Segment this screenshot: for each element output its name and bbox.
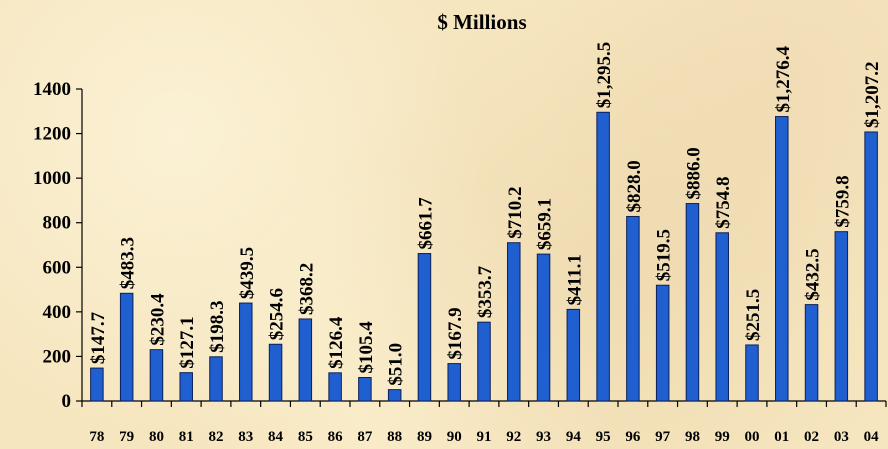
bar-89 xyxy=(417,253,432,402)
bar-79 xyxy=(119,292,134,402)
data-label-02: $432.5 xyxy=(803,248,824,300)
bar-90 xyxy=(447,363,461,402)
x-tick-label: 86 xyxy=(328,429,344,445)
data-label-91: $353.7 xyxy=(475,265,496,318)
x-tick-label: 81 xyxy=(179,429,194,445)
y-tick-label: 1000 xyxy=(33,168,71,189)
x-tick-label: 85 xyxy=(298,429,313,445)
bar-03 xyxy=(834,231,849,402)
bar-80 xyxy=(149,349,164,402)
y-tick-label: 1400 xyxy=(33,79,71,100)
x-tick-label: 87 xyxy=(357,429,373,445)
bar-00 xyxy=(745,344,759,402)
data-label-90: $167.9 xyxy=(445,307,466,359)
bar-86 xyxy=(328,372,342,402)
bar-85 xyxy=(298,318,313,402)
x-tick-label: 93 xyxy=(536,429,551,445)
data-label-94: $411.1 xyxy=(564,254,585,305)
data-label-87: $105.4 xyxy=(356,321,377,374)
chart-title: $ Millions xyxy=(437,10,526,34)
data-label-82: $198.3 xyxy=(207,301,228,353)
x-tick-label: 90 xyxy=(447,429,462,445)
x-tick-label: 83 xyxy=(238,429,253,445)
x-tick-label: 03 xyxy=(834,429,849,445)
data-label-97: $519.5 xyxy=(654,229,675,281)
bar-91 xyxy=(477,321,491,402)
bar-02 xyxy=(804,304,819,402)
x-tick-label: 00 xyxy=(745,429,760,445)
x-tick-label: 99 xyxy=(715,429,730,445)
bar-99 xyxy=(715,232,729,402)
data-label-03: $759.8 xyxy=(832,175,853,227)
x-tick-label: 04 xyxy=(864,429,880,445)
bar-94 xyxy=(566,308,581,402)
y-tick-label: 400 xyxy=(43,302,72,323)
x-tick-label: 96 xyxy=(625,429,641,445)
data-label-83: $439.5 xyxy=(237,247,258,299)
x-tick-label: 84 xyxy=(268,429,284,445)
x-tick-label: 78 xyxy=(89,429,104,445)
y-tick-label: 200 xyxy=(43,346,72,367)
x-tick-label: 02 xyxy=(804,429,819,445)
data-label-79: $483.3 xyxy=(118,237,139,289)
bar-83 xyxy=(239,302,253,402)
x-tick-label: 79 xyxy=(119,429,134,445)
x-tick-label: 98 xyxy=(685,429,700,445)
x-tick-label: 92 xyxy=(506,429,521,445)
y-tick-label: 600 xyxy=(43,257,72,278)
x-tick-label: 88 xyxy=(387,429,402,445)
bar-96 xyxy=(626,215,640,402)
x-tick-label: 80 xyxy=(149,429,164,445)
data-label-89: $661.7 xyxy=(415,197,436,250)
x-tick-label: 94 xyxy=(566,429,582,445)
x-axis: 78 79 80 81 82 83 84 85 86 87 88 89 90 91 92 93 94 95 96 97… xyxy=(81,400,887,445)
bar-78 xyxy=(90,367,104,402)
bars xyxy=(90,111,878,402)
x-tick-label: 95 xyxy=(596,429,611,445)
data-label-80: $230.4 xyxy=(147,293,168,346)
data-label-01: $1,276.4 xyxy=(773,46,794,113)
data-label-86: $126.4 xyxy=(326,316,347,369)
x-tick-label: 89 xyxy=(417,429,432,445)
y-tick-label: 0 xyxy=(62,391,72,412)
bar-84 xyxy=(268,343,283,402)
y-axis: 0 200 400 600 800 1000 1200 1400 xyxy=(33,79,83,412)
bar-93 xyxy=(536,253,551,402)
data-label-04: $1,207.2 xyxy=(862,61,883,128)
bar-87 xyxy=(358,377,372,402)
y-tick-label: 800 xyxy=(43,213,72,234)
bar-01 xyxy=(775,116,789,402)
data-label-96: $828.0 xyxy=(624,160,645,212)
data-label-95: $1,295.5 xyxy=(594,42,615,109)
data-label-81: $127.1 xyxy=(177,316,198,368)
data-label-92: $710.2 xyxy=(505,186,526,238)
x-tick-label: 91 xyxy=(477,429,492,445)
data-label-99: $754.8 xyxy=(713,177,734,229)
bar-92 xyxy=(507,242,521,402)
data-label-00: $251.5 xyxy=(743,289,764,341)
bar-97 xyxy=(655,284,670,402)
x-tick-label: 82 xyxy=(209,429,224,445)
bar-88 xyxy=(387,389,402,402)
bar-82 xyxy=(209,356,223,402)
data-label-98: $886.0 xyxy=(683,147,704,199)
data-label-78: $147.7 xyxy=(88,311,109,364)
bar-04 xyxy=(864,131,878,402)
bar-81 xyxy=(179,372,193,402)
data-label-93: $659.1 xyxy=(535,198,556,250)
x-tick-label: 01 xyxy=(774,429,789,445)
data-labels: $147.7 $483.3 $230.4 $127.1 $198.3 $439.5 $254… xyxy=(88,42,883,386)
x-tick-label: 97 xyxy=(655,429,671,445)
y-tick-label: 1200 xyxy=(33,124,71,145)
data-label-84: $254.6 xyxy=(267,288,288,340)
bar-95 xyxy=(596,111,610,402)
data-label-88: $51.0 xyxy=(386,343,407,386)
bar-98 xyxy=(685,203,700,402)
data-label-85: $368.2 xyxy=(296,263,317,315)
